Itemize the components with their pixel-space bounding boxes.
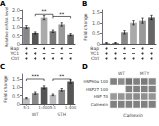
svg-text:B: B [82,0,87,8]
svg-text:WT: WT [118,71,125,76]
svg-text:0: 0 [96,41,100,47]
svg-text:D: D [82,63,88,71]
svg-text:HSP 70: HSP 70 [94,94,109,99]
svg-text:1.5: 1.5 [12,16,20,22]
svg-text:1.0: 1.0 [12,84,20,90]
svg-text:Calnexin: Calnexin [91,102,109,107]
svg-text:0.5: 0.5 [12,93,20,99]
svg-text:**: ** [59,73,65,79]
svg-text:Bap: Bap [90,46,99,51]
svg-text:2.0: 2.0 [12,7,20,13]
svg-text:0: 0 [16,41,20,47]
svg-text:YC1: YC1 [10,51,19,56]
svg-text:A: A [0,0,6,8]
svg-text:1.5: 1.5 [12,76,20,82]
svg-text:Calnexin: Calnexin [123,113,143,118]
svg-text:MTY: MTY [140,71,150,76]
svg-text:***: *** [32,73,40,79]
svg-text:1.0: 1.0 [12,24,20,30]
svg-text:WT: WT [32,112,39,117]
svg-text:Relative mRNA level: Relative mRNA level [4,7,9,48]
svg-text:1:400: 1:400 [65,105,77,110]
svg-text:0: 0 [17,101,20,107]
svg-text:1.5: 1.5 [92,9,100,15]
svg-text:YC1: YC1 [90,51,99,56]
svg-text:Bap: Bap [10,46,19,51]
svg-text:HSP90α 100: HSP90α 100 [83,79,108,84]
svg-text:Ctrl: Ctrl [11,56,19,61]
svg-text:5:1: 5:1 [50,105,57,110]
svg-text:C: C [0,63,5,71]
svg-text:1:400: 1:400 [38,105,50,110]
svg-text:0.5: 0.5 [12,33,20,39]
svg-text:**: ** [42,8,48,14]
svg-text:Ctrl: Ctrl [91,56,99,61]
svg-text:1.0: 1.0 [92,20,100,26]
svg-text:Fold change: Fold change [83,13,88,41]
svg-text:HSP27 100: HSP27 100 [86,87,108,92]
svg-text:5:1: 5:1 [23,105,30,110]
svg-text:0.5: 0.5 [92,30,100,36]
svg-text:STH: STH [57,112,66,117]
svg-text:Fold change: Fold change [3,75,8,103]
svg-text:**: ** [59,11,65,17]
